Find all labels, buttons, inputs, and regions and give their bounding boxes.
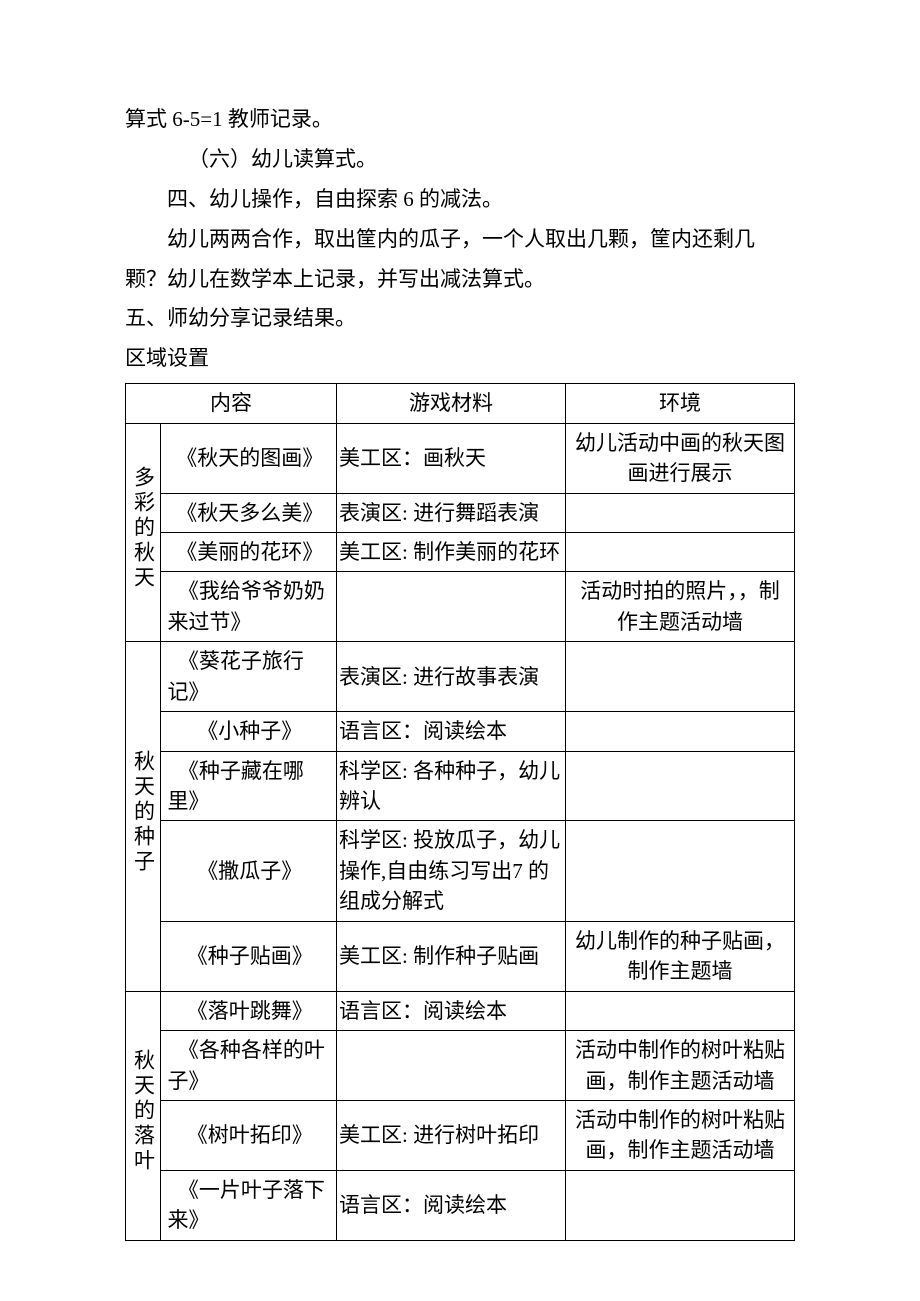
paragraph-line: （六）幼儿读算式。 [125, 140, 795, 180]
env-cell [566, 821, 795, 921]
group-title-cell: 秋天的落叶 [126, 991, 161, 1240]
env-cell [566, 642, 795, 712]
group-title-cell: 多彩的秋天 [126, 423, 161, 642]
env-cell [566, 532, 795, 571]
paragraph-line: 颗？幼儿在数学本上记录，并写出减法算式。 [125, 260, 795, 300]
content-cell: 《葵花子旅行记》 [161, 642, 337, 712]
material-cell: 语言区：阅读绘本 [337, 1170, 566, 1240]
table-row: 《美丽的花环》 美工区: 制作美丽的花环 [126, 532, 795, 571]
content-cell: 《小种子》 [161, 712, 337, 751]
table-row: 《各种各样的叶子》 活动中制作的树叶粘贴画，制作主题活动墙 [126, 1031, 795, 1101]
material-cell: 科学区: 各种种子，幼儿辨认 [337, 751, 566, 821]
content-cell: 《各种各样的叶子》 [161, 1031, 337, 1101]
table-row: 秋天的种子 《葵花子旅行记》 表演区: 进行故事表演 [126, 642, 795, 712]
group-title: 秋天的落叶 [128, 1049, 158, 1174]
table-row: 秋天的落叶 《落叶跳舞》 语言区：阅读绘本 [126, 991, 795, 1030]
paragraph-line: 幼儿两两合作，取出筐内的瓜子，一个人取出几颗，筐内还剩几 [125, 220, 795, 260]
material-cell: 语言区：阅读绘本 [337, 991, 566, 1030]
header-env: 环境 [566, 384, 795, 423]
header-material: 游戏材料 [337, 384, 566, 423]
content-cell: 《一片叶子落下来》 [161, 1170, 337, 1240]
table-row: 《我给爷爷奶奶来过节》 活动时拍的照片，，制作主题活动墙 [126, 572, 795, 642]
content-cell: 《美丽的花环》 [161, 532, 337, 571]
env-cell [566, 493, 795, 532]
material-cell: 美工区: 制作美丽的花环 [337, 532, 566, 571]
content-cell: 《种子贴画》 [161, 921, 337, 991]
paragraph-line: 区域设置 [125, 339, 795, 379]
material-cell [337, 572, 566, 642]
material-cell: 美工区：画秋天 [337, 423, 566, 493]
env-cell [566, 712, 795, 751]
content-cell: 《撒瓜子》 [161, 821, 337, 921]
content-cell: 《种子藏在哪里》 [161, 751, 337, 821]
material-cell: 表演区: 进行故事表演 [337, 642, 566, 712]
env-cell [566, 991, 795, 1030]
group-title-cell: 秋天的种子 [126, 642, 161, 991]
content-cell: 《落叶跳舞》 [161, 991, 337, 1030]
content-cell: 《秋天的图画》 [161, 423, 337, 493]
material-cell: 语言区：阅读绘本 [337, 712, 566, 751]
env-cell: 活动中制作的树叶粘贴画，制作主题活动墙 [566, 1031, 795, 1101]
table-row: 《种子藏在哪里》 科学区: 各种种子，幼儿辨认 [126, 751, 795, 821]
table-row: 《撒瓜子》 科学区: 投放瓜子，幼儿操作,自由练习写出7 的组成分解式 [126, 821, 795, 921]
material-cell: 表演区: 进行舞蹈表演 [337, 493, 566, 532]
material-cell [337, 1031, 566, 1101]
table-header-row: 内容 游戏材料 环境 [126, 384, 795, 423]
env-cell [566, 1170, 795, 1240]
env-cell: 活动时拍的照片，，制作主题活动墙 [566, 572, 795, 642]
table-row: 多彩的秋天 《秋天的图画》 美工区：画秋天 幼儿活动中画的秋天图画进行展示 [126, 423, 795, 493]
paragraph-line: 四、幼儿操作，自由探索 6 的减法。 [125, 180, 795, 220]
content-cell: 《我给爷爷奶奶来过节》 [161, 572, 337, 642]
table-row: 《一片叶子落下来》 语言区：阅读绘本 [126, 1170, 795, 1240]
table-row: 《树叶拓印》 美工区: 进行树叶拓印 活动中制作的树叶粘贴画，制作主题活动墙 [126, 1100, 795, 1170]
activity-table: 内容 游戏材料 环境 多彩的秋天 《秋天的图画》 美工区：画秋天 幼儿活动中画的… [125, 383, 795, 1241]
group-title: 多彩的秋天 [128, 466, 158, 591]
group-title: 秋天的种子 [128, 750, 158, 875]
table-row: 《秋天多么美》 表演区: 进行舞蹈表演 [126, 493, 795, 532]
env-cell: 活动中制作的树叶粘贴画，制作主题活动墙 [566, 1100, 795, 1170]
paragraph-line: 五、师幼分享记录结果。 [125, 299, 795, 339]
paragraph-line: 算式 6-5=1 教师记录。 [125, 100, 795, 140]
content-cell: 《秋天多么美》 [161, 493, 337, 532]
material-cell: 科学区: 投放瓜子，幼儿操作,自由练习写出7 的组成分解式 [337, 821, 566, 921]
header-content: 内容 [126, 384, 337, 423]
env-cell: 幼儿制作的种子贴画，制作主题墙 [566, 921, 795, 991]
env-cell: 幼儿活动中画的秋天图画进行展示 [566, 423, 795, 493]
table-row: 《种子贴画》 美工区: 制作种子贴画 幼儿制作的种子贴画，制作主题墙 [126, 921, 795, 991]
material-cell: 美工区: 制作种子贴画 [337, 921, 566, 991]
table-row: 《小种子》 语言区：阅读绘本 [126, 712, 795, 751]
content-cell: 《树叶拓印》 [161, 1100, 337, 1170]
document-page: 算式 6-5=1 教师记录。 （六）幼儿读算式。 四、幼儿操作，自由探索 6 的… [0, 0, 920, 1301]
material-cell: 美工区: 进行树叶拓印 [337, 1100, 566, 1170]
env-cell [566, 751, 795, 821]
